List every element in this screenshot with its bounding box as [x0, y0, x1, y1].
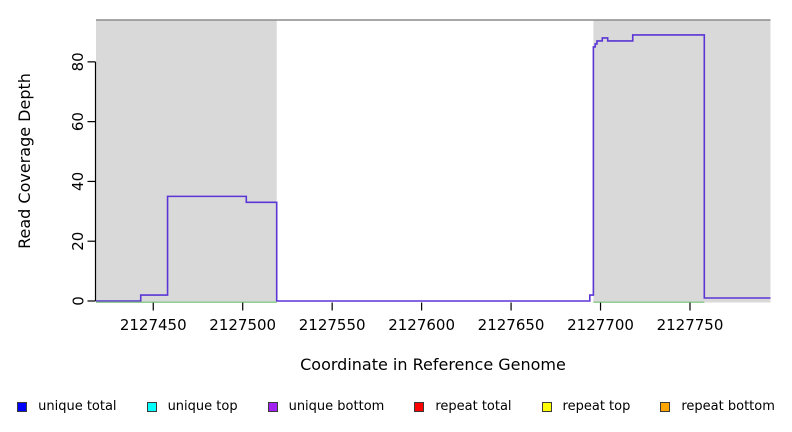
x-tick-label: 2127550 — [299, 316, 366, 334]
legend: unique total unique top unique bottom repea… — [0, 399, 792, 414]
series-layer — [96, 34, 771, 303]
shaded-region — [593, 20, 771, 303]
legend-label: unique total — [38, 399, 117, 414]
legend-swatch-icon — [17, 401, 28, 412]
legend-item-repeat-top: repeat top — [541, 399, 631, 414]
coverage-series-line — [96, 34, 771, 302]
shaded-region — [96, 20, 277, 303]
y-tick-label: 60 — [69, 112, 87, 131]
legend-label: repeat top — [562, 399, 631, 414]
y-axis-title: Read Coverage Depth — [15, 73, 34, 249]
legend-item-unique-bottom: unique bottom — [267, 399, 385, 414]
axes: 0 20 40 60 80 2127450 2127500 2127550 2127600 212… — [69, 52, 723, 334]
legend-swatch-icon — [146, 401, 157, 412]
legend-swatch-icon — [414, 401, 425, 412]
x-axis-title: Coordinate in Reference Genome — [300, 355, 566, 374]
legend-swatch-icon — [267, 401, 278, 412]
legend-swatch-icon — [541, 401, 552, 412]
legend-item-unique-total: unique total — [17, 399, 117, 414]
x-tick-label: 2127700 — [567, 316, 634, 334]
legend-label: unique bottom — [288, 399, 385, 414]
x-tick-label: 2127500 — [209, 316, 276, 334]
x-tick-label: 2127650 — [478, 316, 545, 334]
legend-item-repeat-bottom: repeat bottom — [660, 399, 775, 414]
x-tick-label: 2127450 — [120, 316, 187, 334]
x-tick-label: 2127750 — [657, 316, 724, 334]
x-tick-label: 2127600 — [388, 316, 455, 334]
y-tick-label: 80 — [69, 52, 87, 71]
y-tick-label: 40 — [69, 172, 87, 191]
legend-label: repeat total — [435, 399, 512, 414]
legend-label: unique top — [167, 399, 238, 414]
legend-item-repeat-total: repeat total — [414, 399, 512, 414]
legend-swatch-icon — [660, 401, 671, 412]
legend-item-unique-top: unique top — [146, 399, 238, 414]
y-tick-label: 20 — [69, 232, 87, 251]
highlight-regions — [96, 20, 771, 303]
legend-label: repeat bottom — [681, 399, 775, 414]
y-tick-label: 0 — [69, 296, 87, 306]
